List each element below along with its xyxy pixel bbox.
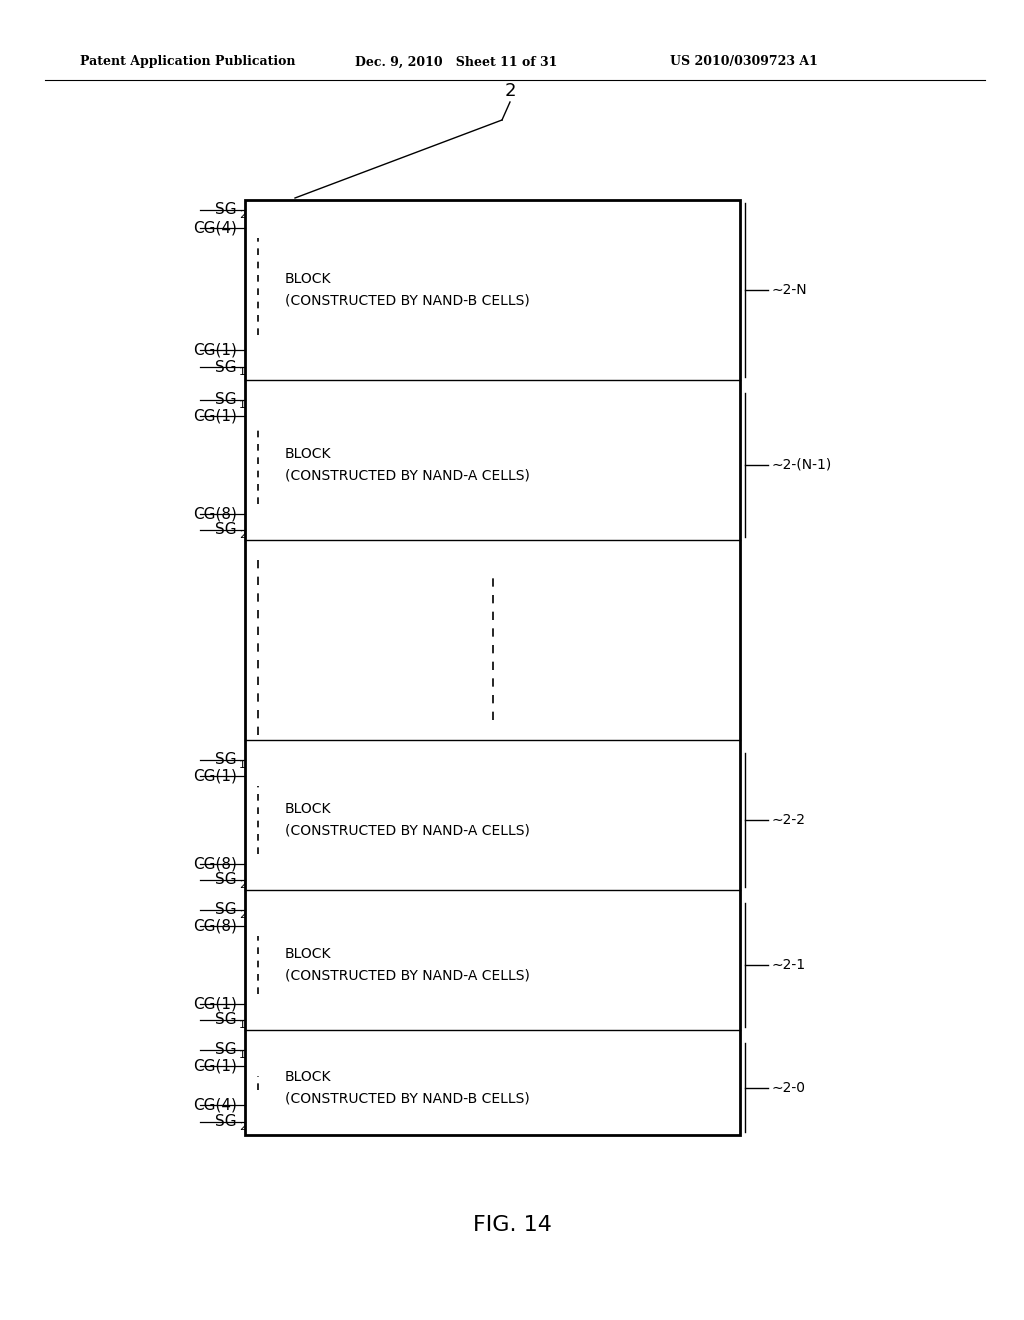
- Text: Patent Application Publication: Patent Application Publication: [80, 55, 296, 69]
- Text: CG(4): CG(4): [194, 1097, 237, 1113]
- Text: SG: SG: [215, 1114, 237, 1130]
- Text: CG(1): CG(1): [194, 997, 237, 1011]
- Text: 2: 2: [239, 880, 246, 890]
- Text: ∼2-2: ∼2-2: [772, 813, 806, 828]
- Bar: [245, 201, 740, 1135]
- Text: CG(1): CG(1): [194, 768, 237, 784]
- Text: US 2010/0309723 A1: US 2010/0309723 A1: [670, 55, 818, 69]
- Text: BLOCK
(CONSTRUCTED BY NAND-A CELLS): BLOCK (CONSTRUCTED BY NAND-A CELLS): [285, 948, 529, 983]
- Text: ∼2-1: ∼2-1: [772, 958, 806, 972]
- Text: CG(1): CG(1): [194, 408, 237, 424]
- Text: BLOCK
(CONSTRUCTED BY NAND-B CELLS): BLOCK (CONSTRUCTED BY NAND-B CELLS): [285, 1069, 529, 1105]
- Text: SG: SG: [215, 392, 237, 408]
- Text: CG(1): CG(1): [194, 1059, 237, 1073]
- Text: ∼2-(N-1): ∼2-(N-1): [772, 458, 833, 473]
- Text: 2: 2: [239, 909, 246, 920]
- Text: 1: 1: [239, 1049, 246, 1060]
- Text: CG(8): CG(8): [194, 857, 237, 871]
- Text: SG: SG: [215, 903, 237, 917]
- Text: 1: 1: [239, 760, 246, 770]
- Text: 2: 2: [504, 82, 516, 100]
- Text: Dec. 9, 2010   Sheet 11 of 31: Dec. 9, 2010 Sheet 11 of 31: [355, 55, 557, 69]
- Text: SG: SG: [215, 1043, 237, 1057]
- Text: 2: 2: [239, 1122, 246, 1133]
- Text: 1: 1: [239, 367, 246, 378]
- Text: 2: 2: [239, 531, 246, 540]
- Text: 1: 1: [239, 1020, 246, 1030]
- Text: CG(8): CG(8): [194, 919, 237, 933]
- Text: CG(8): CG(8): [194, 507, 237, 521]
- Text: SG: SG: [215, 202, 237, 218]
- Text: ∼2-0: ∼2-0: [772, 1081, 806, 1094]
- Text: SG: SG: [215, 873, 237, 887]
- Text: SG: SG: [215, 359, 237, 375]
- Text: CG(1): CG(1): [194, 342, 237, 358]
- Text: BLOCK
(CONSTRUCTED BY NAND-A CELLS): BLOCK (CONSTRUCTED BY NAND-A CELLS): [285, 447, 529, 483]
- Text: SG: SG: [215, 1012, 237, 1027]
- Text: 2: 2: [239, 210, 246, 220]
- Text: FIG. 14: FIG. 14: [472, 1214, 552, 1236]
- Text: BLOCK
(CONSTRUCTED BY NAND-A CELLS): BLOCK (CONSTRUCTED BY NAND-A CELLS): [285, 803, 529, 838]
- Text: CG(4): CG(4): [194, 220, 237, 235]
- Text: SG: SG: [215, 523, 237, 537]
- Text: BLOCK
(CONSTRUCTED BY NAND-B CELLS): BLOCK (CONSTRUCTED BY NAND-B CELLS): [285, 272, 529, 308]
- Text: SG: SG: [215, 752, 237, 767]
- Text: 1: 1: [239, 400, 246, 411]
- Text: ∼2-N: ∼2-N: [772, 282, 808, 297]
